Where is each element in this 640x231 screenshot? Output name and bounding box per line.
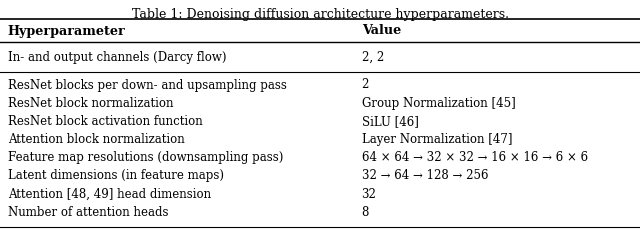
- Text: Hyperparameter: Hyperparameter: [8, 24, 125, 37]
- Text: ResNet block activation function: ResNet block activation function: [8, 114, 202, 127]
- Text: 32: 32: [362, 187, 376, 200]
- Text: Value: Value: [362, 24, 401, 37]
- Text: 2: 2: [362, 78, 369, 91]
- Text: In- and output channels (Darcy flow): In- and output channels (Darcy flow): [8, 50, 226, 63]
- Text: Group Normalization [45]: Group Normalization [45]: [362, 96, 515, 109]
- Text: 64 × 64 → 32 × 32 → 16 × 16 → 6 × 6: 64 × 64 → 32 × 32 → 16 × 16 → 6 × 6: [362, 151, 588, 164]
- Text: Layer Normalization [47]: Layer Normalization [47]: [362, 133, 512, 146]
- Text: Attention [48, 49] head dimension: Attention [48, 49] head dimension: [8, 187, 211, 200]
- Text: 8: 8: [362, 205, 369, 218]
- Text: ResNet block normalization: ResNet block normalization: [8, 96, 173, 109]
- Text: ResNet blocks per down- and upsampling pass: ResNet blocks per down- and upsampling p…: [8, 78, 287, 91]
- Text: 2, 2: 2, 2: [362, 50, 384, 63]
- Text: Number of attention heads: Number of attention heads: [8, 205, 168, 218]
- Text: Latent dimensions (in feature maps): Latent dimensions (in feature maps): [8, 169, 224, 182]
- Text: Attention block normalization: Attention block normalization: [8, 133, 184, 146]
- Text: Table 1: Denoising diffusion architecture hyperparameters.: Table 1: Denoising diffusion architectur…: [131, 8, 509, 21]
- Text: SiLU [46]: SiLU [46]: [362, 114, 419, 127]
- Text: Feature map resolutions (downsampling pass): Feature map resolutions (downsampling pa…: [8, 151, 283, 164]
- Text: 32 → 64 → 128 → 256: 32 → 64 → 128 → 256: [362, 169, 488, 182]
